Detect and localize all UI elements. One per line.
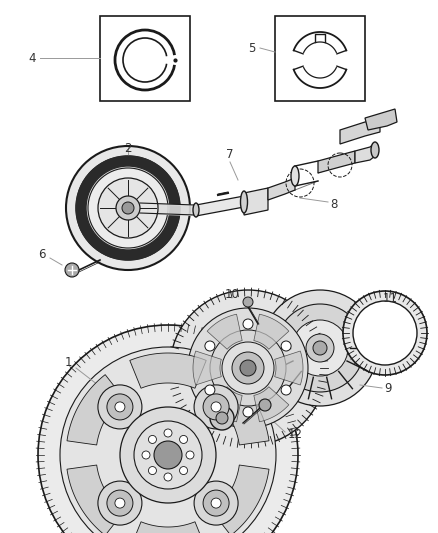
Circle shape: [205, 341, 215, 351]
Circle shape: [120, 407, 216, 503]
Ellipse shape: [240, 191, 247, 213]
Circle shape: [170, 290, 326, 446]
Circle shape: [186, 451, 194, 459]
Circle shape: [194, 481, 238, 525]
Circle shape: [281, 341, 291, 351]
Circle shape: [232, 352, 264, 384]
Circle shape: [259, 399, 271, 411]
Text: 2: 2: [124, 141, 132, 155]
Text: 1: 1: [64, 356, 72, 368]
Circle shape: [148, 435, 156, 443]
Circle shape: [164, 429, 172, 437]
Polygon shape: [340, 118, 380, 144]
Bar: [100, 15, 190, 101]
Circle shape: [76, 156, 180, 260]
Circle shape: [292, 320, 348, 376]
Text: 9: 9: [384, 382, 392, 394]
Circle shape: [353, 301, 417, 365]
Circle shape: [148, 466, 156, 474]
Circle shape: [313, 341, 327, 355]
Polygon shape: [268, 178, 295, 200]
Ellipse shape: [291, 166, 299, 186]
Circle shape: [98, 178, 158, 238]
Circle shape: [188, 308, 308, 428]
Circle shape: [142, 451, 150, 459]
Circle shape: [134, 421, 202, 489]
Circle shape: [60, 347, 276, 533]
Circle shape: [180, 435, 187, 443]
Circle shape: [243, 407, 253, 417]
Text: 11: 11: [382, 292, 398, 304]
Text: 7: 7: [226, 149, 234, 161]
Text: 8: 8: [330, 198, 338, 212]
Circle shape: [38, 325, 298, 533]
Circle shape: [115, 402, 125, 412]
Circle shape: [122, 202, 134, 214]
Circle shape: [107, 490, 133, 516]
Text: 6: 6: [38, 248, 46, 262]
Circle shape: [116, 196, 140, 220]
Text: 5: 5: [248, 42, 256, 54]
Text: 3: 3: [204, 392, 212, 405]
Polygon shape: [196, 196, 244, 216]
Circle shape: [115, 498, 125, 508]
Text: 12: 12: [287, 429, 303, 441]
Polygon shape: [244, 188, 268, 215]
Circle shape: [210, 330, 286, 406]
Polygon shape: [365, 109, 397, 130]
Circle shape: [203, 490, 229, 516]
Polygon shape: [355, 143, 375, 163]
Polygon shape: [254, 314, 289, 349]
Circle shape: [243, 319, 253, 329]
Polygon shape: [207, 314, 242, 349]
Circle shape: [194, 385, 238, 429]
Circle shape: [98, 481, 142, 525]
Circle shape: [211, 498, 221, 508]
Ellipse shape: [371, 142, 379, 158]
Polygon shape: [254, 387, 289, 422]
Circle shape: [88, 168, 168, 248]
Polygon shape: [67, 465, 124, 533]
Text: 4: 4: [28, 52, 36, 64]
Polygon shape: [193, 351, 221, 385]
Polygon shape: [212, 375, 269, 445]
Circle shape: [65, 263, 79, 277]
Polygon shape: [130, 522, 206, 533]
Polygon shape: [207, 387, 242, 422]
Polygon shape: [275, 351, 303, 385]
Circle shape: [154, 441, 182, 469]
Circle shape: [98, 385, 142, 429]
Circle shape: [243, 297, 253, 307]
Circle shape: [216, 412, 228, 424]
Text: 10: 10: [225, 288, 240, 302]
Circle shape: [203, 394, 229, 420]
Polygon shape: [67, 375, 124, 445]
Circle shape: [343, 291, 427, 375]
Polygon shape: [318, 151, 355, 173]
Circle shape: [262, 290, 378, 406]
Circle shape: [210, 406, 234, 430]
Circle shape: [306, 334, 334, 362]
Circle shape: [240, 360, 256, 376]
Circle shape: [281, 385, 291, 395]
Circle shape: [107, 394, 133, 420]
Circle shape: [276, 304, 364, 392]
Ellipse shape: [193, 203, 199, 217]
Circle shape: [211, 402, 221, 412]
Circle shape: [205, 385, 215, 395]
Circle shape: [222, 342, 274, 394]
Circle shape: [164, 473, 172, 481]
Circle shape: [66, 146, 190, 270]
Wedge shape: [165, 55, 177, 64]
Polygon shape: [212, 465, 269, 533]
Circle shape: [180, 466, 187, 474]
Bar: [275, 15, 365, 101]
Polygon shape: [130, 353, 206, 388]
